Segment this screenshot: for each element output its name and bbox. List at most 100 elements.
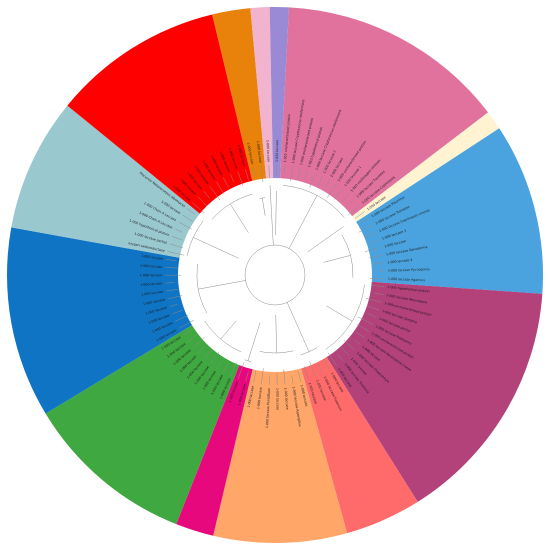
leaf-label: 1-000 laccase <box>141 289 164 296</box>
leaf-label: 1-000 laccase Agaricus <box>388 277 425 282</box>
clade-connector <box>282 185 345 219</box>
tip-branch <box>223 177 229 188</box>
leaf-label: 1-000 laccase <box>283 387 289 410</box>
clade-spoke <box>261 198 266 216</box>
leaf-label: 1-000 laccase <box>256 141 263 164</box>
leaf-label: 1-000 laccase 3 <box>381 229 406 241</box>
tip-branch <box>165 282 175 284</box>
clade-spoke <box>220 320 237 340</box>
tip-branch <box>297 167 301 180</box>
tip-branch <box>178 319 194 329</box>
tip-branch <box>169 303 178 307</box>
tip-branch <box>374 292 384 295</box>
clade-spoke <box>326 305 353 322</box>
tip-branch <box>209 351 220 365</box>
leaf-label: oxygen oxidoreductase <box>128 241 165 253</box>
tip-branch <box>172 309 183 315</box>
clade-spoke <box>193 237 239 259</box>
tip-branch <box>192 337 205 349</box>
leaf-label: 1-952 uncharacterized protein <box>283 114 291 163</box>
clade-connector <box>244 359 252 363</box>
tip-branch <box>252 167 256 177</box>
tip-branch <box>197 347 205 354</box>
tip-branch <box>348 199 355 205</box>
tip-branch <box>209 186 221 201</box>
tip-branch <box>366 305 380 311</box>
tip-branch <box>357 316 374 325</box>
tip-branch <box>175 315 189 322</box>
tip-branch <box>343 340 356 351</box>
clade-spoke <box>198 280 246 290</box>
leaf-label: 1-000 laccase <box>141 254 164 261</box>
leaf-label: 1-000 laccase <box>140 281 162 287</box>
tip-branch <box>167 295 183 300</box>
tip-branch <box>245 371 249 382</box>
clade-spoke <box>323 255 351 263</box>
tip-branch <box>165 267 179 269</box>
tip-branch <box>354 211 365 219</box>
tip-branch <box>353 339 361 345</box>
tip-branch <box>223 362 230 373</box>
leaf-label: 1-000 laccase Aspergillus <box>292 386 303 427</box>
leaf-label: 1-000 laccase <box>300 384 309 407</box>
tip-branch <box>260 165 264 182</box>
clade-spoke <box>288 195 318 249</box>
tip-branch <box>355 331 366 339</box>
tip-branch <box>169 243 184 249</box>
clade-spoke <box>247 322 261 361</box>
tip-branch <box>357 324 370 332</box>
leaf-label: 1-000 laccase <box>140 263 162 269</box>
tip-branch <box>348 204 361 215</box>
tip-branch <box>171 236 183 241</box>
tip-branch <box>182 329 192 336</box>
tip-branch <box>369 254 384 258</box>
leaf-label: 1-000 laccase <box>143 298 166 307</box>
leaf-label: 1-000 laccase <box>140 273 162 277</box>
tip-branch <box>283 165 285 174</box>
tip-branch <box>253 370 257 383</box>
tip-branch <box>305 170 309 179</box>
tip-branch <box>166 289 179 292</box>
tip-branch <box>297 371 302 382</box>
leaf-label: 1-000 laccase Pycnoporus <box>388 267 430 273</box>
leaf-label: 1-000 laccase <box>307 382 318 404</box>
tip-branch <box>372 285 385 287</box>
leaf-label: 1-000 laccase <box>145 305 167 315</box>
tip-branch <box>268 165 270 179</box>
tip-branch <box>216 181 225 194</box>
tip-branch <box>237 171 244 186</box>
clade-connector <box>325 284 365 350</box>
tip-branch <box>361 217 370 223</box>
clade-spoke <box>275 191 277 236</box>
tip-branch <box>337 354 344 362</box>
tip-branch <box>261 368 264 385</box>
tip-branch <box>365 298 382 303</box>
clade-sector-6 <box>213 275 348 543</box>
tip-branch <box>369 239 380 244</box>
tree-branches <box>164 165 385 385</box>
leaf-label: 1-000 laccase <box>247 385 255 408</box>
tip-branch <box>369 278 385 280</box>
tip-branch <box>364 232 377 238</box>
tip-branch <box>323 358 331 371</box>
clade-spoke <box>269 185 274 246</box>
tip-branch <box>230 362 237 376</box>
tip-branch <box>167 251 185 256</box>
leaf-label: 1-000 laccase <box>256 387 263 410</box>
leaf-label: 1-000 laccase Neurospora <box>386 293 428 304</box>
tip-branch <box>174 228 183 233</box>
tip-branch <box>192 202 205 214</box>
tip-branch <box>303 366 309 380</box>
clade-spoke <box>230 203 249 233</box>
leaf-label: 1-000 laccase <box>275 388 279 410</box>
leaf-label: 1-000 laccase <box>228 381 239 403</box>
tip-branch <box>367 313 377 318</box>
tip-branch <box>216 361 222 369</box>
tip-branch <box>203 349 212 360</box>
tip-branch <box>182 214 193 222</box>
tip-branch <box>166 259 177 262</box>
leaf-label: 1-000 laccase 4 <box>387 258 413 265</box>
tip-branch <box>178 221 192 230</box>
tip-branch <box>316 175 324 188</box>
